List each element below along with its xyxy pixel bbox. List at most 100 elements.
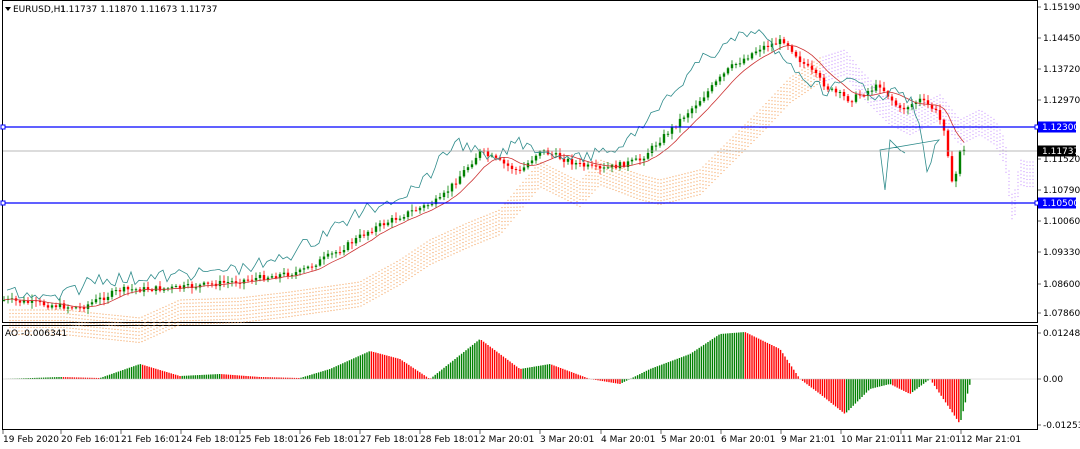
cloud-dot bbox=[246, 303, 248, 305]
cloud-dot bbox=[834, 63, 836, 65]
cloud-dot bbox=[522, 188, 524, 190]
cloud-dot bbox=[81, 318, 83, 320]
cloud-dot bbox=[369, 286, 371, 288]
cloud-dot bbox=[171, 313, 173, 315]
cloud-dot bbox=[681, 187, 683, 190]
cloud-dot bbox=[417, 250, 419, 253]
cloud-dot bbox=[789, 98, 791, 100]
cloud-dot bbox=[765, 106, 767, 108]
symbol-label[interactable]: EURUSD,H1 bbox=[13, 5, 66, 15]
cloud-dot bbox=[222, 322, 224, 324]
cloud-dot bbox=[564, 180, 566, 183]
cloud-dot bbox=[174, 308, 176, 310]
candle-body bbox=[494, 155, 498, 158]
cloud-dot bbox=[735, 154, 737, 156]
cloud-dot bbox=[249, 320, 251, 322]
cloud-dot bbox=[825, 55, 827, 57]
cloud-dot bbox=[342, 294, 344, 296]
cloud-dot bbox=[228, 322, 230, 324]
cloud-dot bbox=[714, 164, 716, 167]
cloud-dot bbox=[543, 184, 545, 186]
cloud-dot bbox=[855, 78, 857, 80]
cloud-dot bbox=[399, 273, 401, 275]
cloud-dot bbox=[888, 98, 890, 100]
cloud-dot bbox=[648, 190, 650, 192]
cloud-dot bbox=[552, 192, 554, 194]
cloud-dot bbox=[510, 199, 512, 201]
cloud-dot bbox=[873, 90, 875, 92]
horizontal-line-upper-handle[interactable] bbox=[0, 124, 6, 130]
cloud-dot bbox=[120, 339, 122, 342]
cloud-dot bbox=[1005, 164, 1007, 166]
cloud-dot bbox=[930, 98, 932, 101]
cloud-dot bbox=[963, 134, 965, 137]
cloud-dot bbox=[57, 309, 59, 311]
candle-body bbox=[362, 234, 366, 236]
cloud-dot bbox=[375, 290, 377, 292]
cloud-dot bbox=[102, 334, 104, 336]
cloud-dot bbox=[600, 177, 602, 179]
ao-tick-label: -0.012539 bbox=[1043, 421, 1080, 431]
cloud-dot bbox=[801, 83, 803, 85]
cloud-dot bbox=[1008, 177, 1010, 179]
cloud-dot bbox=[891, 114, 893, 116]
cloud-dot bbox=[177, 300, 179, 302]
cloud-dot bbox=[162, 310, 164, 312]
cloud-dot bbox=[345, 290, 347, 292]
cloud-dot bbox=[753, 122, 755, 124]
cloud-dot bbox=[588, 189, 590, 191]
cloud-dot bbox=[39, 316, 41, 318]
candle-body bbox=[334, 252, 338, 254]
candle-body bbox=[418, 207, 422, 211]
cloud-dot bbox=[957, 141, 959, 143]
candle-body bbox=[206, 282, 210, 284]
cloud-dot bbox=[258, 302, 260, 304]
cloud-dot bbox=[894, 108, 896, 111]
cloud-dot bbox=[147, 317, 149, 319]
cloud-dot bbox=[639, 177, 641, 180]
cloud-dot bbox=[981, 117, 983, 119]
cloud-dot bbox=[21, 333, 23, 336]
cloud-dot bbox=[204, 323, 206, 325]
cloud-dot bbox=[783, 101, 785, 103]
cloud-dot bbox=[375, 297, 377, 299]
cloud-dot bbox=[816, 62, 818, 65]
cloud-dot bbox=[657, 196, 659, 198]
cloud-dot bbox=[129, 340, 131, 343]
candle-body bbox=[278, 274, 282, 279]
cloud-dot bbox=[912, 128, 914, 131]
cloud-dot bbox=[1005, 171, 1007, 173]
cloud-dot bbox=[1014, 199, 1016, 202]
cloud-dot bbox=[438, 256, 440, 258]
cloud-dot bbox=[267, 304, 269, 306]
horizontal-line-lower-handle[interactable] bbox=[0, 200, 6, 206]
cloud-dot bbox=[288, 298, 290, 300]
symbol-dropdown-icon[interactable] bbox=[5, 7, 11, 11]
cloud-dot bbox=[231, 322, 233, 324]
cloud-dot bbox=[354, 296, 356, 298]
cloud-dot bbox=[390, 271, 392, 273]
cloud-dot bbox=[270, 304, 272, 306]
cloud-dot bbox=[819, 60, 821, 63]
cloud-dot bbox=[243, 310, 245, 313]
cloud-dot bbox=[333, 295, 335, 297]
cloud-dot bbox=[900, 111, 902, 114]
cloud-dot bbox=[354, 299, 356, 301]
cloud-dot bbox=[618, 170, 620, 172]
cloud-dot bbox=[72, 331, 74, 333]
cloud-dot bbox=[639, 191, 641, 194]
cloud-dot bbox=[291, 312, 293, 314]
cloud-dot bbox=[57, 333, 59, 336]
cloud-dot bbox=[279, 306, 281, 308]
cloud-dot bbox=[303, 310, 305, 312]
cloud-dot bbox=[1005, 147, 1007, 149]
cloud-dot bbox=[555, 176, 557, 178]
cloud-dot bbox=[936, 102, 938, 105]
cloud-dot bbox=[573, 192, 575, 194]
cloud-dot bbox=[774, 96, 776, 99]
cloud-dot bbox=[237, 307, 239, 310]
cloud-dot bbox=[876, 100, 878, 102]
cloud-dot bbox=[684, 190, 686, 192]
